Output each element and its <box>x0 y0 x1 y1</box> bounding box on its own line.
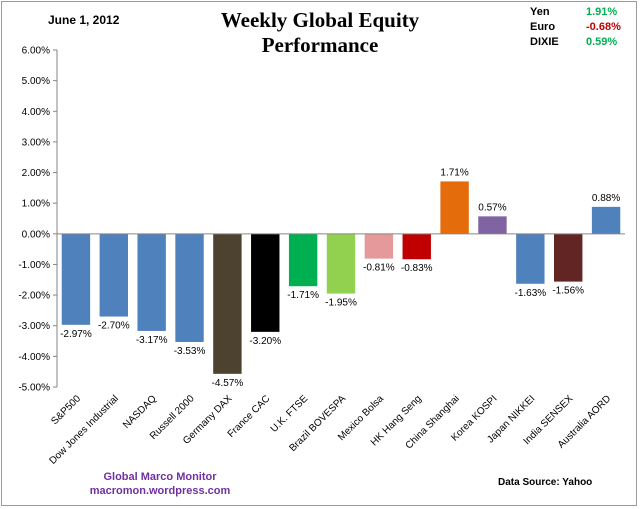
data-label: -2.70% <box>98 321 130 332</box>
fx-label: Yen <box>530 6 550 18</box>
y-tick-label: 6.00% <box>22 46 50 57</box>
fx-row-dixie: DIXIE 0.59% <box>530 36 630 51</box>
data-source: Data Source: Yahoo <box>498 477 593 488</box>
data-label: -3.17% <box>136 335 168 346</box>
category-label: NASDAQ <box>121 393 159 431</box>
y-tick-label: 3.00% <box>22 137 50 148</box>
bar <box>402 233 431 260</box>
y-tick-label: 2.00% <box>22 168 50 179</box>
bar <box>137 233 166 331</box>
fx-label: DIXIE <box>530 36 559 48</box>
y-tick-label: 1.00% <box>22 199 50 210</box>
fx-row-yen: Yen 1.91% <box>530 6 630 21</box>
bar <box>326 233 356 294</box>
credit-url: macromon.wordpress.com <box>89 485 231 497</box>
bar <box>554 233 583 282</box>
bar <box>175 233 204 342</box>
data-label: -1.56% <box>552 286 584 297</box>
y-tick-label: 0.00% <box>22 229 50 240</box>
data-label: -0.81% <box>363 263 395 274</box>
fx-value: 1.91% <box>586 6 618 18</box>
credit-name: Global Marco Monitor <box>103 471 217 483</box>
bar <box>478 216 507 234</box>
data-label: 1.71% <box>440 167 468 178</box>
y-tick-label: 5.00% <box>22 76 50 87</box>
fx-value: -0.68% <box>586 21 621 33</box>
bar <box>288 233 318 287</box>
bar <box>516 233 545 284</box>
bar <box>213 233 242 374</box>
bar <box>591 206 621 234</box>
y-tick-label: -5.00% <box>18 383 50 394</box>
data-label: 0.88% <box>592 193 620 204</box>
category-label: S&P500 <box>49 393 83 427</box>
category-label: Dow Jones Industrial <box>48 393 121 466</box>
credit-block: Global Marco Monitor macromon.wordpress.… <box>60 470 260 498</box>
data-label: -1.71% <box>287 290 319 301</box>
data-label: -1.95% <box>325 298 357 309</box>
data-label: -4.57% <box>212 378 244 389</box>
data-label: -1.63% <box>514 288 546 299</box>
data-label: 0.57% <box>478 202 506 213</box>
fx-value: 0.59% <box>586 36 618 48</box>
fx-panel: Yen 1.91% Euro -0.68% DIXIE 0.59% <box>530 6 630 51</box>
data-label: -3.53% <box>174 346 206 357</box>
data-label: -2.97% <box>60 329 92 340</box>
chart-title: Weekly Global Equity Performance <box>220 8 420 57</box>
chart-date: June 1, 2012 <box>48 13 120 27</box>
y-tick-label: 4.00% <box>22 107 50 118</box>
data-label: -0.83% <box>401 263 433 274</box>
bar <box>61 233 91 325</box>
data-label: -3.20% <box>249 336 281 347</box>
y-tick-label: -3.00% <box>18 321 50 332</box>
bar <box>251 233 280 332</box>
y-tick-label: -1.00% <box>18 260 50 271</box>
fx-label: Euro <box>530 21 556 33</box>
y-tick-label: -2.00% <box>18 291 50 302</box>
bar <box>440 181 469 234</box>
bar <box>364 233 394 259</box>
y-tick-label: -4.00% <box>18 352 50 363</box>
fx-row-euro: Euro -0.68% <box>530 21 630 36</box>
bar <box>99 233 128 317</box>
